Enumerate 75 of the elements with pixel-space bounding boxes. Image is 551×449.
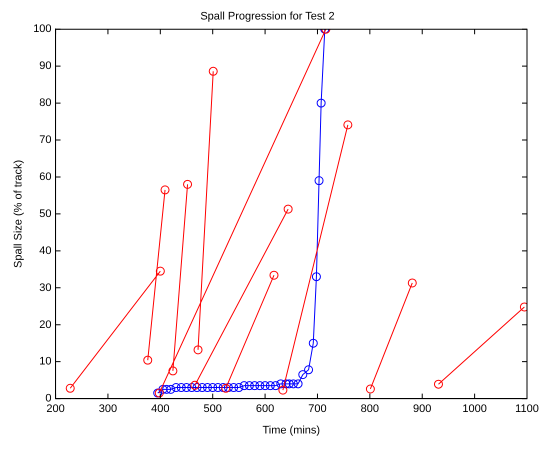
point <box>343 120 352 130</box>
point <box>288 379 298 388</box>
point <box>190 380 200 390</box>
x-tick-label: 400 <box>151 403 170 416</box>
point <box>192 383 202 392</box>
point <box>194 345 203 354</box>
point <box>260 381 270 390</box>
point <box>66 384 75 393</box>
x-tick-label: 600 <box>256 403 274 416</box>
y-tick-label: 80 <box>39 97 52 110</box>
x-tick-label: 800 <box>360 403 380 416</box>
point <box>316 98 326 108</box>
x-tick-label: 200 <box>46 403 65 416</box>
point <box>208 66 218 76</box>
point <box>234 383 244 392</box>
point <box>284 204 293 214</box>
point <box>202 383 212 392</box>
x-tick-label: 700 <box>308 403 327 416</box>
point <box>156 266 165 276</box>
y-tick-label: 70 <box>39 134 52 146</box>
point <box>408 278 417 288</box>
point <box>271 381 280 390</box>
point <box>221 384 230 393</box>
point <box>284 379 294 388</box>
x-axis-title: Time (mins) <box>262 424 320 436</box>
x-tick-label: 500 <box>204 403 222 416</box>
point <box>172 383 181 392</box>
chart-title: Spall Progression for Test 2 <box>200 10 335 23</box>
point <box>314 176 324 186</box>
y-tick-label: 90 <box>39 60 52 72</box>
point <box>218 383 228 392</box>
point <box>198 383 207 392</box>
point <box>278 386 288 395</box>
y-tick-label: 30 <box>39 282 52 294</box>
y-tick-label: 20 <box>39 318 52 331</box>
point <box>182 383 192 392</box>
y-axis-title: Spall Size (% of track) <box>12 160 25 268</box>
point <box>160 185 170 194</box>
point <box>208 383 218 392</box>
point <box>240 381 249 390</box>
point <box>158 384 168 394</box>
point <box>229 383 238 392</box>
point <box>224 383 233 392</box>
point <box>176 383 186 392</box>
point <box>162 384 172 394</box>
x-tick-label: 1100 <box>515 403 539 416</box>
y-tick-label: 0 <box>45 392 52 405</box>
point <box>294 379 303 388</box>
point <box>308 338 318 348</box>
point <box>298 370 308 380</box>
point <box>168 366 178 376</box>
point <box>269 270 278 280</box>
point <box>166 384 176 394</box>
point <box>276 379 286 388</box>
x-tick-label: 1000 <box>462 403 487 416</box>
x-tick-label: 300 <box>98 403 118 416</box>
x-tick-label: 900 <box>413 403 432 416</box>
y-tick-label: 10 <box>39 356 52 368</box>
point <box>255 381 264 390</box>
point <box>187 383 196 392</box>
point <box>304 365 314 374</box>
point <box>366 384 375 394</box>
point <box>183 180 192 189</box>
point <box>213 383 222 392</box>
point <box>312 272 321 282</box>
point <box>266 381 275 390</box>
point <box>250 381 260 390</box>
point <box>282 379 291 388</box>
y-tick-label: 60 <box>39 170 52 183</box>
y-tick-label: 100 <box>33 23 52 36</box>
y-tick-label: 40 <box>39 244 52 257</box>
y-tick-label: 50 <box>39 208 52 220</box>
point <box>434 380 443 389</box>
point <box>143 356 152 365</box>
point <box>244 381 254 390</box>
